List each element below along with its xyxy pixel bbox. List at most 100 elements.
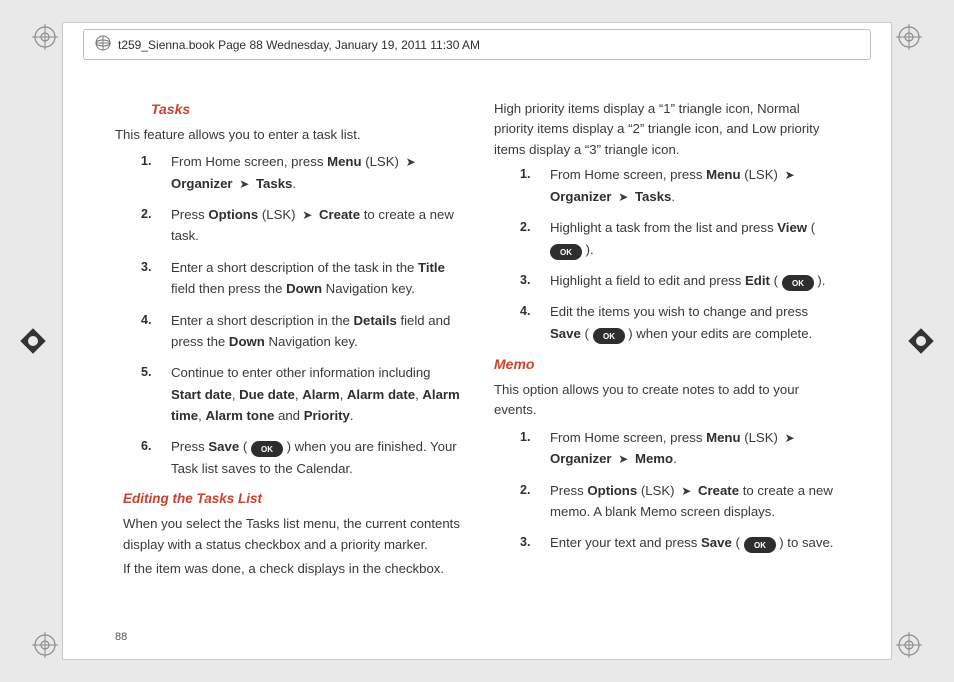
text: Enter a short description of the task in… bbox=[171, 260, 418, 275]
editing-step-1: From Home screen, press Menu (LSK) Organ… bbox=[550, 164, 839, 207]
text: and bbox=[274, 408, 303, 423]
text: Continue to enter other information incl… bbox=[171, 365, 431, 380]
text: . bbox=[671, 189, 675, 204]
text: Enter a short description in the bbox=[171, 313, 354, 328]
text: ( bbox=[239, 439, 251, 454]
text: ). bbox=[814, 273, 826, 288]
content-columns: Tasks This feature allows you to enter a… bbox=[115, 95, 839, 621]
text-bold: Create bbox=[319, 207, 360, 222]
svg-text:OK: OK bbox=[754, 541, 766, 550]
svg-text:OK: OK bbox=[560, 248, 572, 257]
editing-step-3: Highlight a field to edit and press Edit… bbox=[550, 270, 839, 291]
ok-button-icon: OK bbox=[744, 537, 776, 553]
text-bold: View bbox=[777, 220, 807, 235]
tasks-step-2: Press Options (LSK) Create to create a n… bbox=[171, 204, 460, 247]
editing-p1: When you select the Tasks list menu, the… bbox=[123, 514, 460, 555]
text: when your edits are complete. bbox=[636, 326, 812, 341]
text-bold: Alarm bbox=[302, 387, 339, 402]
text: field then press the bbox=[171, 281, 286, 296]
text: . bbox=[292, 176, 296, 191]
text: Press bbox=[171, 439, 208, 454]
svg-text:OK: OK bbox=[603, 332, 615, 341]
editing-p2: If the item was done, a check displays i… bbox=[123, 559, 460, 579]
text: From Home screen, press bbox=[550, 167, 706, 182]
text-bold: Tasks bbox=[635, 189, 671, 204]
text-bold: Start date bbox=[171, 387, 232, 402]
memo-intro: This option allows you to create notes t… bbox=[494, 380, 839, 421]
svg-text:OK: OK bbox=[792, 279, 804, 288]
text: From Home screen, press bbox=[171, 154, 327, 169]
ok-button-icon: OK bbox=[550, 244, 582, 260]
text-bold: Due date bbox=[239, 387, 295, 402]
editing-step-2: Highlight a task from the list and press… bbox=[550, 217, 839, 260]
arrow-icon bbox=[615, 189, 631, 204]
editing-steps: From Home screen, press Menu (LSK) Organ… bbox=[494, 164, 839, 344]
text: (LSK) bbox=[637, 483, 678, 498]
text-bold: Tasks bbox=[256, 176, 292, 191]
tasks-intro: This feature allows you to enter a task … bbox=[115, 125, 460, 145]
text: Highlight a field to edit and press bbox=[550, 273, 745, 288]
document-icon bbox=[94, 34, 112, 55]
text-bold: Edit bbox=[745, 273, 770, 288]
text: ( bbox=[770, 273, 782, 288]
arrow-icon bbox=[678, 483, 694, 498]
text: Press bbox=[171, 207, 208, 222]
memo-step-3: Enter your text and press Save ( OK ) to… bbox=[550, 532, 839, 553]
text: to save. bbox=[787, 535, 833, 550]
text: Highlight a task from the list and press bbox=[550, 220, 777, 235]
cropmark-bottom-left-icon bbox=[32, 632, 58, 658]
text: From Home screen, press bbox=[550, 430, 706, 445]
text: (LSK) bbox=[741, 430, 782, 445]
cropmark-top-right-icon bbox=[896, 24, 922, 50]
tasks-step-3: Enter a short description of the task in… bbox=[171, 257, 460, 300]
ok-button-icon: OK bbox=[593, 328, 625, 344]
arrow-icon bbox=[236, 176, 252, 191]
text: (LSK) bbox=[258, 207, 299, 222]
text-bold: Memo bbox=[635, 451, 673, 466]
page-header-text: t259_Sienna.book Page 88 Wednesday, Janu… bbox=[118, 38, 480, 52]
text: (LSK) bbox=[362, 154, 403, 169]
text: ( bbox=[581, 326, 593, 341]
ok-button-icon: OK bbox=[782, 275, 814, 291]
text-bold: Save bbox=[701, 535, 732, 550]
arrow-icon bbox=[403, 154, 419, 169]
text-bold: Options bbox=[587, 483, 637, 498]
tasks-step-1: From Home screen, press Menu (LSK) Organ… bbox=[171, 151, 460, 194]
text-bold: Save bbox=[208, 439, 239, 454]
memo-step-2: Press Options (LSK) Create to create a n… bbox=[550, 480, 839, 523]
text: . bbox=[350, 408, 354, 423]
left-column: Tasks This feature allows you to enter a… bbox=[115, 95, 460, 621]
text: Navigation key. bbox=[322, 281, 415, 296]
section-title-memo: Memo bbox=[494, 354, 839, 376]
tasks-step-4: Enter a short description in the Details… bbox=[171, 310, 460, 353]
svg-text:OK: OK bbox=[261, 445, 273, 454]
page: t259_Sienna.book Page 88 Wednesday, Janu… bbox=[62, 22, 892, 660]
tasks-step-5: Continue to enter other information incl… bbox=[171, 362, 460, 426]
text-bold: Save bbox=[550, 326, 581, 341]
text: (LSK) bbox=[741, 167, 782, 182]
text: ) bbox=[625, 326, 637, 341]
memo-step-1: From Home screen, press Menu (LSK) Organ… bbox=[550, 427, 839, 470]
text-bold: Create bbox=[698, 483, 739, 498]
arrow-icon bbox=[299, 207, 315, 222]
arrow-icon bbox=[615, 451, 631, 466]
text: Edit the items you wish to change and pr… bbox=[550, 304, 808, 319]
text: ). bbox=[582, 242, 594, 257]
ok-button-icon: OK bbox=[251, 441, 283, 457]
arrow-icon bbox=[782, 430, 798, 445]
text-bold: Down bbox=[229, 334, 265, 349]
text: Navigation key. bbox=[265, 334, 358, 349]
page-header: t259_Sienna.book Page 88 Wednesday, Janu… bbox=[83, 29, 871, 60]
text-bold: Organizer bbox=[550, 189, 612, 204]
tasks-step-6: Press Save ( OK ) when you are finished.… bbox=[171, 436, 460, 479]
outer-frame: t259_Sienna.book Page 88 Wednesday, Janu… bbox=[0, 0, 954, 682]
text-bold: Menu bbox=[706, 167, 740, 182]
cropmark-bottom-right-icon bbox=[896, 632, 922, 658]
text: ) bbox=[776, 535, 788, 550]
text-bold: Menu bbox=[706, 430, 740, 445]
text-bold: Options bbox=[208, 207, 258, 222]
section-title-tasks: Tasks bbox=[151, 99, 460, 121]
text: , bbox=[340, 387, 347, 402]
subsection-title-editing: Editing the Tasks List bbox=[123, 489, 460, 510]
right-column: High priority items display a “1” triang… bbox=[494, 95, 839, 621]
